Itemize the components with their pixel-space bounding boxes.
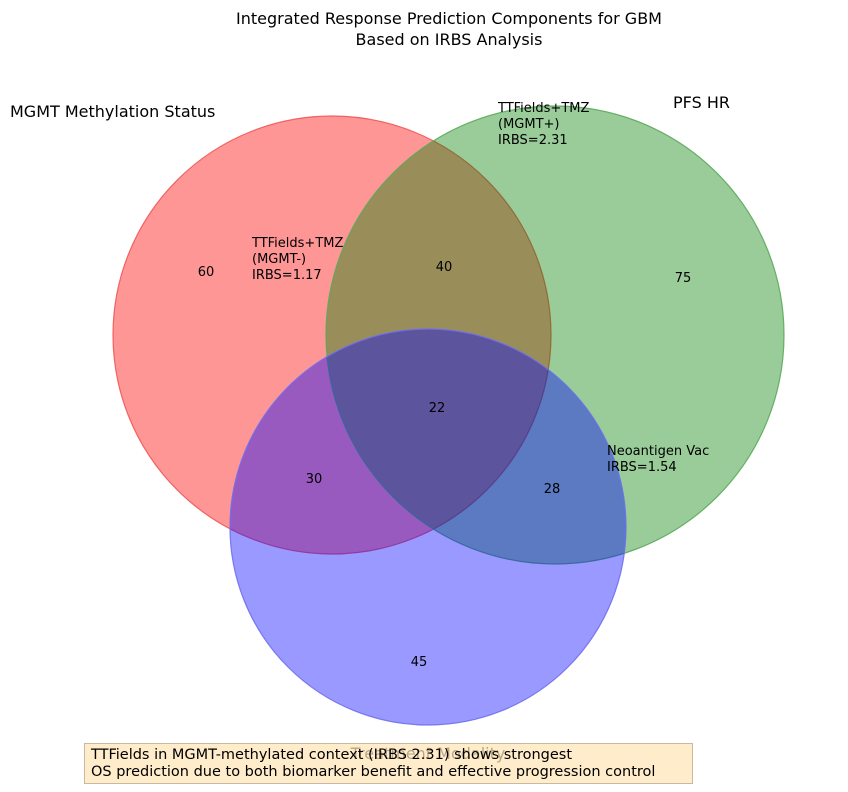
region-count-ac: 30 — [306, 472, 323, 487]
footnote-box: TTFields in MGMT-methylated context (IRB… — [84, 743, 693, 784]
set-c-circle — [229, 328, 627, 726]
region-count-c-only: 45 — [411, 655, 428, 670]
set-label-b: PFS HR — [673, 93, 730, 112]
set-label-a: MGMT Methylation Status — [10, 102, 215, 121]
region-count-bc: 28 — [544, 482, 561, 497]
set-a-circle — [112, 115, 552, 555]
annotation-ttfields-mgmt-plus: TTFields+TMZ (MGMT+) IRBS=2.31 — [497, 101, 589, 148]
set-b-circle — [325, 105, 785, 565]
annotation-neoantigen-vac: Neoantigen Vac IRBS=1.54 — [607, 444, 709, 475]
chart-title: Integrated Response Prediction Component… — [236, 9, 662, 49]
region-count-b-only: 75 — [675, 271, 692, 286]
region-count-abc: 22 — [429, 401, 446, 416]
region-count-ab: 40 — [436, 260, 453, 275]
region-count-a-only: 60 — [198, 265, 215, 280]
annotation-ttfields-mgmt-minus: TTFields+TMZ (MGMT-) IRBS=1.17 — [251, 236, 343, 283]
